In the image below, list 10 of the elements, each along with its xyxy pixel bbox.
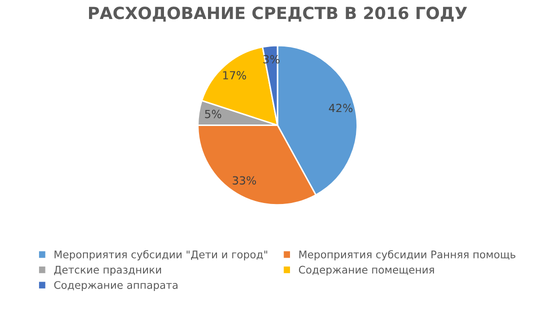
legend-label: Содержание помещения — [298, 266, 434, 276]
chart-title: РАСХОДОВАНИЕ СРЕДСТВ В 2016 ГОДУ — [89, 6, 468, 22]
legend-label: Мероприятия субсидии Ранняя помощь — [299, 250, 516, 260]
data-label: 5% — [205, 110, 222, 118]
legend-label: Детские праздники — [54, 266, 161, 276]
legend-label: Мероприятия субсидии "Дети и город" — [54, 250, 268, 260]
data-label: 17% — [223, 71, 246, 80]
data-label: 42% — [328, 104, 352, 112]
legend-label: Содержание аппарата — [54, 281, 178, 291]
data-label: 33% — [232, 176, 256, 185]
